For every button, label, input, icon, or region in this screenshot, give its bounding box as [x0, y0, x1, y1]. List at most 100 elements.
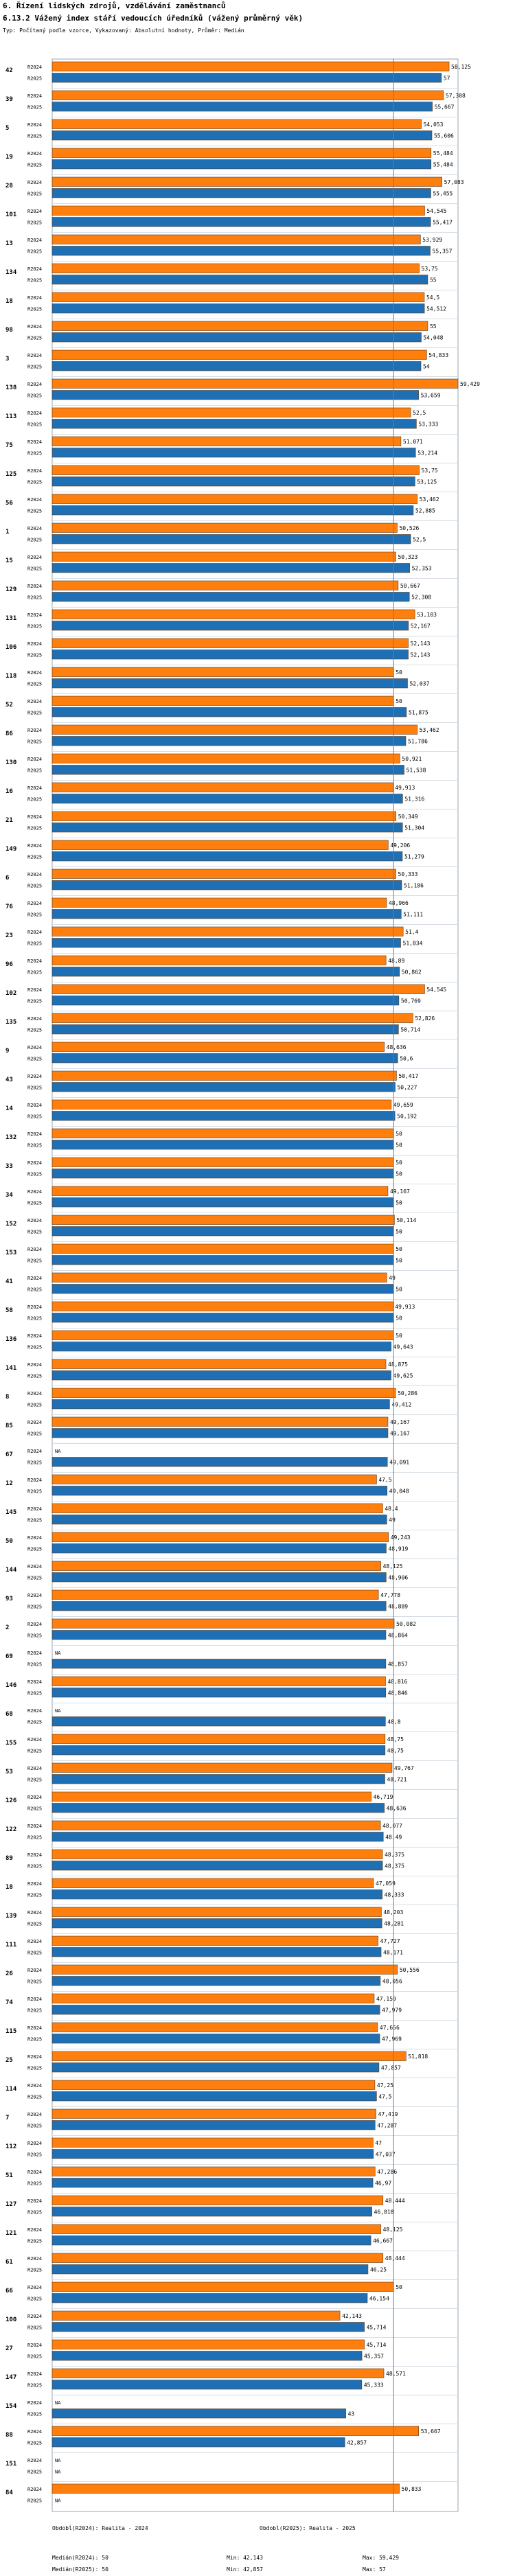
category-label: 112: [5, 2143, 16, 2150]
category-label: 18: [5, 1884, 13, 1891]
bar-r2025: [52, 2149, 374, 2159]
series-label-r2025: R2025: [27, 192, 42, 197]
series-label-r2024: R2024: [27, 670, 42, 676]
series-label-r2025: R2025: [27, 711, 42, 716]
value-label: 52,143: [411, 652, 431, 658]
category-label: 89: [5, 1855, 13, 1862]
bar-r2024: [52, 840, 389, 850]
value-label: 50: [396, 2284, 402, 2290]
value-label: 47,286: [377, 2169, 397, 2175]
series-label-r2024: R2024: [27, 814, 42, 820]
bar-r2024: [52, 1070, 397, 1081]
category-label: 69: [5, 1653, 13, 1660]
value-label: 54,048: [423, 335, 443, 341]
bar-r2025: [52, 938, 401, 948]
value-label: 48,816: [387, 1679, 407, 1685]
bar-r2025: [52, 1889, 382, 1900]
value-label: 47,979: [382, 2008, 402, 2014]
bar-r2024: [52, 61, 450, 71]
series-label-r2024: R2024: [27, 468, 42, 474]
series-label-r2025: R2025: [27, 1460, 42, 1466]
bar-r2024: [52, 1013, 413, 1023]
bar-r2024: [52, 1388, 396, 1398]
bar-r2025: [52, 2408, 346, 2419]
bar-r2025: [52, 303, 425, 314]
series-label-r2024: R2024: [27, 987, 42, 993]
series-label-r2025: R2025: [27, 1201, 42, 1206]
bar-r2025: [52, 2380, 363, 2390]
series-label-r2024: R2024: [27, 1997, 42, 2002]
category-label: 5: [5, 125, 9, 132]
series-label-r2024: R2024: [27, 266, 42, 272]
series-label-r2024: R2024: [27, 1131, 42, 1137]
value-label: 55,455: [433, 191, 453, 197]
category-label: 51: [5, 2172, 13, 2179]
na-label: NA: [55, 2458, 61, 2463]
value-label: 50,526: [399, 525, 419, 531]
bar-r2025: [52, 1082, 396, 1092]
category-label: 154: [5, 2403, 17, 2410]
bar-r2025: [52, 1861, 383, 1871]
series-label-r2024: R2024: [27, 1968, 42, 1973]
value-label: 48,75: [387, 1736, 404, 1743]
value-label: 46,97: [375, 2181, 391, 2187]
bar-r2024: [52, 955, 387, 965]
series-label-r2024: R2024: [27, 1391, 42, 1396]
series-label-r2025: R2025: [27, 1633, 42, 1639]
series-label-r2025: R2025: [27, 1230, 42, 1235]
bar-r2024: [52, 609, 415, 619]
bar-r2024: [52, 1762, 393, 1773]
series-label-r2024: R2024: [27, 411, 42, 416]
series-label-r2025: R2025: [27, 307, 42, 312]
bar-r2024: [52, 1272, 387, 1283]
value-label: 52,037: [409, 681, 429, 687]
series-label-r2025: R2025: [27, 1951, 42, 1956]
category-label: 130: [5, 759, 16, 766]
value-label: 50: [396, 1142, 402, 1149]
series-label-r2024: R2024: [27, 209, 42, 214]
bar-r2024: [52, 2195, 384, 2205]
category-label: 86: [5, 731, 13, 737]
value-label: 50: [396, 1333, 402, 1339]
category-label: 68: [5, 1711, 13, 1718]
bar-r2025: [52, 1976, 381, 1986]
category-label: 129: [5, 586, 16, 593]
category-label: 102: [5, 990, 16, 997]
series-label-r2024: R2024: [27, 2170, 42, 2175]
value-label: 48,89: [388, 958, 404, 964]
category-label: 127: [5, 2201, 16, 2208]
value-label: 52,308: [411, 595, 431, 601]
bar-r2024: [52, 2253, 384, 2263]
value-label: 50: [396, 1131, 402, 1137]
bar-r2024: [52, 984, 425, 994]
series-label-r2024: R2024: [27, 2487, 42, 2492]
value-label: 46,667: [373, 2238, 393, 2244]
series-label-r2025: R2025: [27, 105, 42, 111]
value-label: 48,333: [385, 1892, 404, 1898]
bar-r2024: [52, 349, 427, 360]
value-label: 49,625: [393, 1373, 413, 1379]
value-label: 43: [348, 2411, 355, 2417]
value-label: 50,921: [402, 756, 422, 762]
value-label: 53,667: [421, 2428, 441, 2435]
series-label-r2025: R2025: [27, 739, 42, 745]
value-label: 50: [396, 1160, 402, 1166]
category-label: 153: [5, 1250, 16, 1256]
value-label: 57,083: [444, 179, 464, 185]
value-label: 48,056: [382, 1979, 402, 1985]
series-label-r2025: R2025: [27, 2297, 42, 2302]
chart-subtitle: Typ: Počítaný podle vzorce, Vykazovaný: …: [3, 27, 244, 34]
bar-r2025: [52, 2178, 374, 2188]
series-label-r2024: R2024: [27, 1160, 42, 1166]
bar-r2025: [52, 217, 431, 227]
series-label-r2025: R2025: [27, 2152, 42, 2158]
value-label: 51,304: [404, 825, 424, 831]
value-label: 48,864: [388, 1633, 408, 1639]
series-label-r2024: R2024: [27, 1016, 42, 1022]
value-label: 53,75: [422, 468, 438, 474]
bar-r2024: [52, 897, 387, 908]
series-label-r2025: R2025: [27, 624, 42, 630]
bar-r2024: [52, 1791, 371, 1802]
value-label: 47,037: [376, 2152, 396, 2158]
bar-r2025: [52, 1428, 389, 1438]
